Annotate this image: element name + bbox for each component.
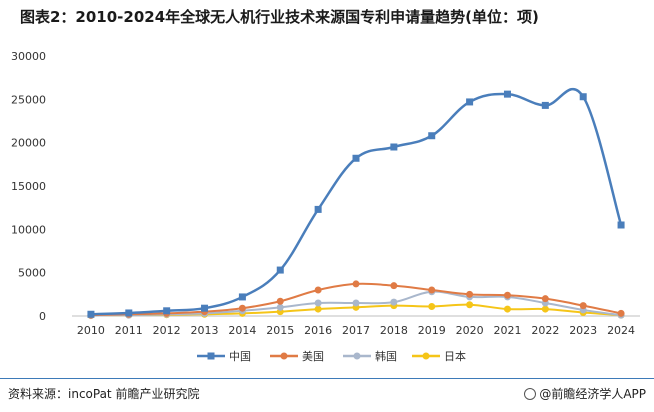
data-point [314, 286, 322, 294]
brand-text: @前瞻经济学人APP [539, 387, 646, 401]
y-tick-label: 25000 [11, 93, 46, 106]
data-point [428, 302, 436, 310]
data-point [617, 221, 625, 229]
y-tick-label: 30000 [11, 50, 46, 63]
y-tick-label: 20000 [11, 137, 46, 150]
data-point [314, 305, 322, 313]
legend-item: 日本 [412, 349, 466, 363]
x-tick-label: 2010 [77, 324, 105, 337]
x-tick-label: 2014 [228, 324, 256, 337]
legend-marker [353, 352, 361, 360]
x-tick-label: 2020 [456, 324, 484, 337]
x-tick-label: 2023 [569, 324, 597, 337]
legend: 中国 美国 韩国 日本 [197, 349, 466, 363]
x-tick-label: 2012 [153, 324, 181, 337]
data-point [466, 98, 474, 106]
legend-marker [280, 352, 288, 360]
data-point [352, 280, 360, 288]
data-point [201, 304, 209, 312]
data-point [390, 143, 398, 151]
legend-item: 中国 [197, 350, 251, 363]
data-point [503, 291, 511, 299]
data-point [125, 309, 133, 317]
data-point [579, 93, 587, 101]
legend-marker [207, 352, 215, 360]
legend-label: 美国 [302, 350, 324, 363]
x-tick-label: 2017 [342, 324, 370, 337]
y-tick-label: 10000 [11, 223, 46, 236]
x-tick-label: 2022 [531, 324, 559, 337]
data-point [238, 304, 246, 312]
x-tick-label: 2018 [380, 324, 408, 337]
data-point [276, 303, 284, 311]
legend-label: 日本 [444, 349, 466, 363]
brand-credit: @前瞻经济学人APP [524, 385, 646, 402]
data-point [390, 298, 398, 306]
x-tick-label: 2024 [607, 324, 635, 337]
data-point [503, 90, 511, 98]
legend-label: 中国 [229, 350, 251, 363]
brand-logo-icon [524, 388, 537, 400]
legend-item: 美国 [270, 350, 324, 363]
data-point [617, 309, 625, 317]
data-point [466, 301, 474, 309]
data-point [541, 305, 549, 313]
data-point [466, 290, 474, 298]
data-point [428, 286, 436, 294]
y-tick-label: 15000 [11, 180, 46, 193]
y-tick-label: 0 [39, 310, 46, 323]
data-point [428, 132, 436, 140]
data-point [503, 305, 511, 313]
data-point [276, 266, 284, 274]
x-tick-label: 2016 [304, 324, 332, 337]
data-point [87, 310, 95, 318]
data-point [352, 154, 360, 162]
y-tick-label: 5000 [18, 267, 46, 280]
x-tick-label: 2013 [191, 324, 219, 337]
series-1 [87, 280, 625, 319]
series-0 [87, 87, 625, 318]
data-point [314, 299, 322, 307]
data-point [276, 297, 284, 305]
data-point [579, 302, 587, 310]
x-tick-label: 2015 [266, 324, 294, 337]
y-axis: 0 5000 10000 15000 20000 25000 30000 [11, 50, 46, 323]
data-point [541, 295, 549, 303]
data-point [352, 299, 360, 307]
data-point [163, 307, 171, 315]
data-point [314, 205, 322, 213]
legend-marker [422, 352, 430, 360]
x-tick-label: 2011 [115, 324, 143, 337]
data-point [238, 293, 246, 301]
source-note: 资料来源：incoPat 前瞻产业研究院 [8, 387, 200, 401]
legend-item: 韩国 [343, 349, 397, 363]
data-point [541, 101, 549, 109]
x-axis: 2010 2011 2012 2013 2014 2015 2016 2017 2018 2019… [72, 315, 640, 337]
x-tick-label: 2021 [493, 324, 521, 337]
x-tick-label: 2019 [418, 324, 446, 337]
footer: 资料来源：incoPat 前瞻产业研究院 @前瞻经济学人APP [0, 378, 654, 409]
legend-label: 韩国 [375, 349, 397, 363]
chart-title: 图表2：2010-2024年全球无人机行业技术来源国专利申请量趋势(单位：项) [20, 8, 539, 26]
data-point [390, 282, 398, 290]
series-layer [87, 87, 625, 320]
